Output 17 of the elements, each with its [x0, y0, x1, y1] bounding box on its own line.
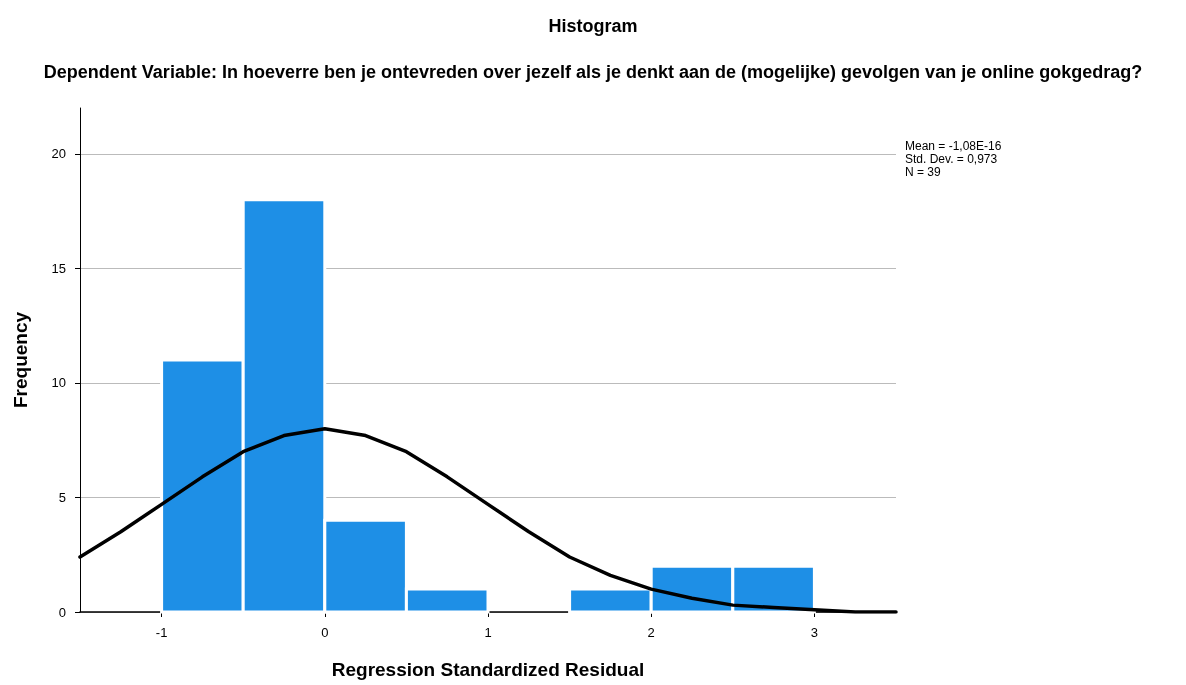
y-tick-label: 20 — [51, 146, 66, 162]
y-tick-label: 10 — [51, 375, 66, 391]
x-tick-label: 1 — [484, 625, 492, 640]
y-axis-title: Frequency — [10, 311, 31, 409]
y-tick-label: 15 — [51, 260, 66, 276]
x-tick-label: 3 — [810, 625, 819, 640]
y-tick-label: 0 — [58, 604, 66, 620]
text: N = 39 — [905, 165, 942, 179]
x-tick-label: 0 — [321, 625, 329, 640]
x-tick-label: -1 — [155, 625, 168, 640]
text: Mean = -1,08E-16 — [905, 139, 1002, 153]
chart-title: Histogram — [548, 16, 638, 36]
x-tick-label: 2 — [647, 625, 655, 640]
y-tick-label: 5 — [58, 489, 66, 505]
x-axis-title: Regression Standardized Residual — [331, 659, 645, 680]
chart-subtitle: Dependent Variable: In hoeverre ben je ontevreden over jezelf als je denkt aan de (mogelijke) gevolgen van je online gokgedrag? — [43, 62, 1143, 82]
text: Std. Dev. = 0,973 — [905, 152, 998, 166]
